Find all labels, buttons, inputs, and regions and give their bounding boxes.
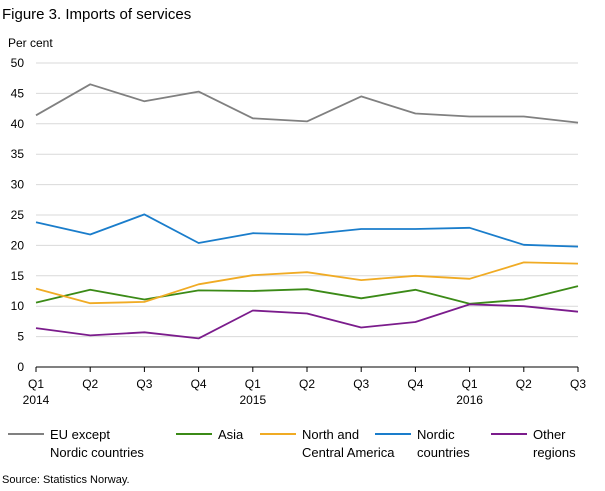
y-tick-label: 45 <box>11 86 25 100</box>
legend-label-eu-except-nordic-countries: EU except <box>50 427 110 442</box>
x-tick-label: Q1 <box>28 377 44 391</box>
y-tick-label: 5 <box>17 330 24 344</box>
legend-label-nordic-countries: countries <box>417 445 470 460</box>
series-line-eu-except-nordic-countries <box>35 83 579 124</box>
x-tick-label: Q3 <box>570 377 586 391</box>
gridlines <box>36 62 578 368</box>
legend-label-north-and-central-america: North and <box>302 427 359 442</box>
x-year-label: 2015 <box>239 393 266 407</box>
y-tick-label: 40 <box>11 117 25 131</box>
series-lines <box>35 83 579 340</box>
x-tick-label: Q2 <box>516 377 532 391</box>
x-tick-label: Q3 <box>136 377 152 391</box>
legend-label-north-and-central-america: Central America <box>302 445 395 460</box>
y-tick-label: 10 <box>11 299 25 313</box>
figure-title: Figure 3. Imports of services <box>2 6 192 23</box>
series-line-asia <box>35 285 579 305</box>
x-tick-label: Q4 <box>191 377 207 391</box>
x-tick-label: Q1 <box>245 377 261 391</box>
x-tick-label: Q2 <box>82 377 98 391</box>
y-tick-label: 0 <box>17 360 24 374</box>
x-tick-labels: Q1 Q2 Q3 Q4 Q1 Q2 Q3 Q4 Q1 Q2 Q3 2014 2015 2016 <box>23 367 586 407</box>
legend: EU except Nordic countries Asia North and Ce… <box>8 427 576 460</box>
series-line-nordic-countries <box>35 213 579 248</box>
y-tick-label: 25 <box>11 208 25 222</box>
y-tick-label: 30 <box>11 178 25 192</box>
x-tick-label: Q2 <box>299 377 315 391</box>
source-note: Source: Statistics Norway. <box>2 474 130 486</box>
x-year-label: 2014 <box>23 393 50 407</box>
x-year-label: 2016 <box>456 393 483 407</box>
x-tick-label: Q4 <box>407 377 423 391</box>
y-tick-label: 50 <box>11 56 25 70</box>
y-tick-label: 15 <box>11 269 25 283</box>
legend-label-eu-except-nordic-countries: Nordic countries <box>50 445 144 460</box>
y-tick-label: 20 <box>11 238 25 252</box>
x-tick-label: Q1 <box>462 377 478 391</box>
series-line-north-and-central-america <box>35 261 579 305</box>
legend-label-nordic-countries: Nordic <box>417 427 455 442</box>
series-line-other-regions <box>35 303 579 340</box>
legend-label-other-regions: Other <box>533 427 566 442</box>
legend-label-asia: Asia <box>218 427 244 442</box>
x-tick-label: Q3 <box>353 377 369 391</box>
legend-label-other-regions: regions <box>533 445 576 460</box>
y-axis-label: Per cent <box>8 36 53 50</box>
y-tick-labels: 0 5 10 15 20 25 30 35 40 45 50 <box>11 56 25 374</box>
y-tick-label: 35 <box>11 147 25 161</box>
